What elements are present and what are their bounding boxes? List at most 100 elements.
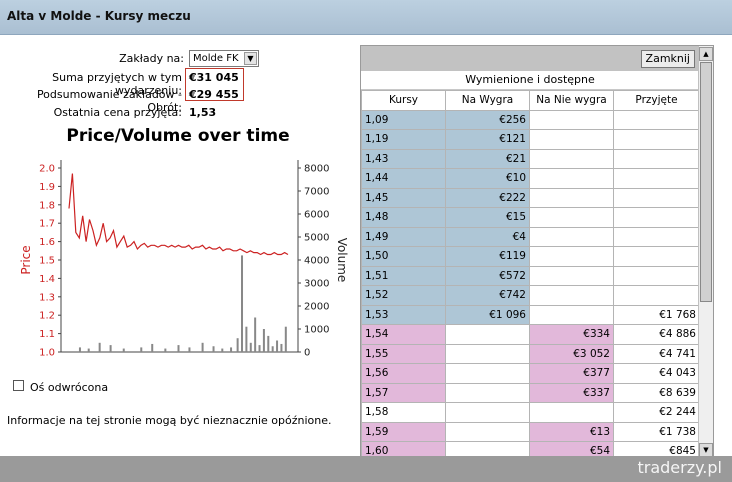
volume-bar (109, 345, 112, 352)
table-row[interactable]: 1,58 €2 244 (361, 402, 700, 423)
table-row[interactable]: 1,59 €13 €1 738 (361, 421, 700, 442)
y-tick-label: 1.0 (39, 348, 55, 359)
table-row[interactable]: 1,48 €15 (361, 207, 700, 228)
volume-bar (258, 345, 261, 352)
volume-bar (151, 343, 154, 352)
vertical-scrollbar[interactable]: ▲ ▼ (698, 46, 713, 469)
close-button[interactable]: Zamknij (640, 50, 695, 68)
lay-cell: €377 (529, 363, 614, 384)
lay-cell (529, 402, 614, 423)
watermark-logo: traderzy.pl (637, 458, 722, 477)
table-row[interactable]: 1,56 €377 €4 043 (361, 363, 700, 384)
odds-cell: 1,45 (361, 187, 446, 208)
y2-tick-label: 0 (304, 348, 310, 359)
table-row[interactable]: 1,49 €4 (361, 226, 700, 247)
volume-bar (122, 348, 125, 352)
table-row[interactable]: 1,51 €572 (361, 265, 700, 286)
table-row[interactable]: 1,19 €121 (361, 129, 700, 150)
reverse-axis-checkbox[interactable] (13, 380, 24, 391)
back-cell: €119 (445, 246, 530, 267)
y2-tick-label: 1000 (304, 325, 329, 336)
odds-cell: 1,48 (361, 207, 446, 228)
odds-cell: 1,56 (361, 363, 446, 384)
ostatnia-label: Ostatnia cena przyjęta: (53, 106, 182, 119)
odds-cell: 1,55 (361, 343, 446, 364)
scroll-thumb[interactable] (700, 62, 712, 302)
volume-bar (212, 346, 215, 352)
lay-cell (529, 129, 614, 150)
odds-cell: 1,53 (361, 304, 446, 325)
table-row[interactable]: 1,44 €10 (361, 168, 700, 189)
y-tick-label: 2.0 (39, 164, 55, 175)
back-cell: €15 (445, 207, 530, 228)
matched-cell: €4 043 (613, 363, 700, 384)
lay-cell (529, 226, 614, 247)
table-row[interactable]: 1,53 €1 096 €1 768 (361, 304, 700, 325)
y2-tick-label: 3000 (304, 279, 329, 290)
volume-bar (276, 340, 279, 352)
y2-tick-label: 6000 (304, 210, 329, 221)
lay-cell: €334 (529, 324, 614, 345)
lay-cell: €337 (529, 382, 614, 403)
table-row[interactable]: 1,55 €3 052 €4 741 (361, 343, 700, 364)
podsumowanie-value: €29 455 (189, 88, 239, 101)
matched-cell (613, 129, 700, 150)
table-row[interactable]: 1,52 €742 (361, 285, 700, 306)
table-row[interactable]: 1,45 €222 (361, 187, 700, 208)
y-tick-label: 1.1 (39, 329, 55, 340)
odds-cell: 1,09 (361, 109, 446, 130)
delay-notice: Informacje na tej stronie mogą być niezn… (7, 414, 332, 427)
back-cell (445, 382, 530, 403)
matched-cell: €4 886 (613, 324, 700, 345)
table-row[interactable]: 1,50 €119 (361, 246, 700, 267)
y-tick-label: 1.2 (39, 311, 55, 322)
matched-cell (613, 207, 700, 228)
matched-cell (613, 285, 700, 306)
y-tick-label: 1.7 (39, 219, 55, 230)
odds-cell: 1,58 (361, 402, 446, 423)
matched-cell (613, 148, 700, 169)
price-line (68, 173, 289, 256)
table-header-row: Kursy Na Wygra Na Nie wygra Przyjęte (361, 90, 700, 111)
back-cell: €222 (445, 187, 530, 208)
table-row[interactable]: 1,54 €334 €4 886 (361, 324, 700, 345)
column-header: Na Nie wygra (529, 90, 614, 111)
back-cell: €742 (445, 285, 530, 306)
matched-cell: €1 738 (613, 421, 700, 442)
odds-panel: Zamknij Wymienione i dostępne Kursy Na W… (360, 45, 714, 470)
odds-cell: 1,43 (361, 148, 446, 169)
y-tick-label: 1.5 (39, 256, 55, 267)
back-cell (445, 343, 530, 364)
matched-cell (613, 246, 700, 267)
matched-cell (613, 265, 700, 286)
y2-tick-label: 2000 (304, 302, 329, 313)
scroll-down-icon[interactable]: ▼ (699, 443, 713, 457)
table-row[interactable]: 1,57 €337 €8 639 (361, 382, 700, 403)
back-cell: €10 (445, 168, 530, 189)
volume-bar (140, 347, 143, 352)
zaklady-select-value: Molde FK (193, 53, 239, 64)
odds-cell: 1,57 (361, 382, 446, 403)
y-tick-label: 1.8 (39, 200, 55, 211)
y-tick-label: 1.6 (39, 237, 55, 248)
odds-cell: 1,49 (361, 226, 446, 247)
lay-cell (529, 207, 614, 228)
chart-title: Price/Volume over time (66, 126, 290, 146)
odds-table: Kursy Na Wygra Na Nie wygra Przyjęte 1,0… (361, 90, 700, 469)
back-cell (445, 324, 530, 345)
table-row[interactable]: 1,43 €21 (361, 148, 700, 169)
odds-cell: 1,54 (361, 324, 446, 345)
suma-value: €31 045 (189, 71, 239, 84)
lay-cell: €3 052 (529, 343, 614, 364)
zaklady-select[interactable]: Molde FK ▼ (189, 50, 259, 67)
table-row[interactable]: 1,09 €256 (361, 109, 700, 130)
scroll-up-icon[interactable]: ▲ (699, 47, 713, 61)
lay-cell (529, 168, 614, 189)
highlight-box (185, 68, 244, 101)
panel-header: Zamknij (361, 46, 699, 71)
chevron-down-icon[interactable]: ▼ (244, 52, 257, 65)
lay-cell: €13 (529, 421, 614, 442)
y2-tick-label: 5000 (304, 233, 329, 244)
zaklady-label: Zakłady na: (119, 52, 184, 65)
volume-bar (221, 348, 224, 352)
